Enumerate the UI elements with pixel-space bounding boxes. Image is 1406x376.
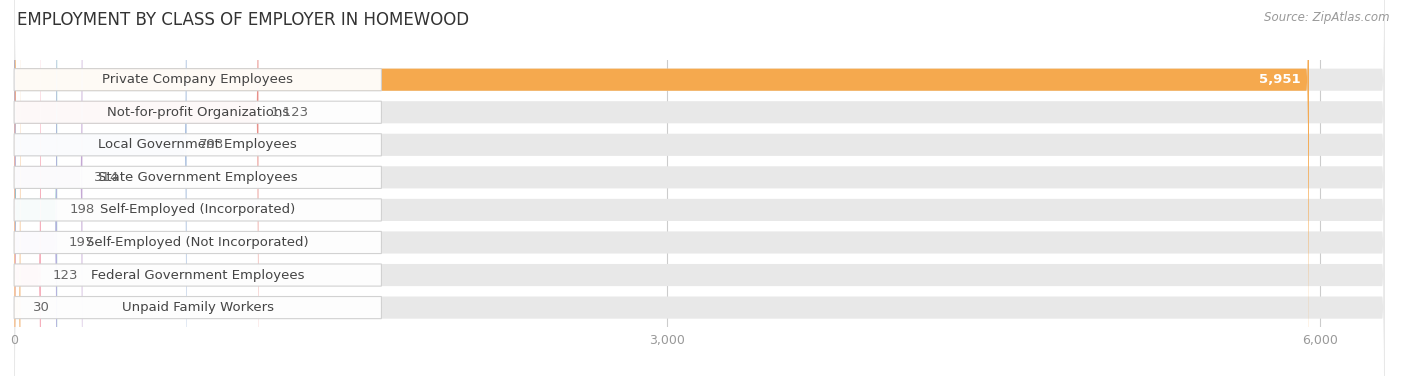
FancyBboxPatch shape [14, 0, 1385, 376]
FancyBboxPatch shape [14, 0, 1385, 376]
Text: 198: 198 [69, 203, 94, 217]
FancyBboxPatch shape [14, 69, 381, 91]
FancyBboxPatch shape [14, 231, 381, 253]
Text: 1,123: 1,123 [270, 106, 308, 119]
FancyBboxPatch shape [14, 0, 1385, 376]
FancyBboxPatch shape [14, 0, 1385, 376]
FancyBboxPatch shape [14, 0, 259, 376]
Text: 30: 30 [32, 301, 49, 314]
Text: Federal Government Employees: Federal Government Employees [91, 268, 305, 282]
Text: Private Company Employees: Private Company Employees [103, 73, 294, 86]
FancyBboxPatch shape [14, 166, 381, 188]
FancyBboxPatch shape [14, 0, 1385, 376]
FancyBboxPatch shape [14, 0, 83, 376]
Text: 5,951: 5,951 [1258, 73, 1301, 86]
Text: 123: 123 [53, 268, 79, 282]
FancyBboxPatch shape [14, 264, 381, 286]
FancyBboxPatch shape [14, 0, 1385, 376]
Text: 314: 314 [94, 171, 120, 184]
FancyBboxPatch shape [14, 0, 58, 376]
FancyBboxPatch shape [14, 0, 1309, 376]
FancyBboxPatch shape [14, 0, 41, 376]
FancyBboxPatch shape [14, 297, 381, 318]
FancyBboxPatch shape [14, 0, 187, 376]
Text: State Government Employees: State Government Employees [98, 171, 298, 184]
Text: Local Government Employees: Local Government Employees [98, 138, 297, 151]
FancyBboxPatch shape [14, 0, 56, 376]
Text: 793: 793 [198, 138, 224, 151]
Text: Self-Employed (Not Incorporated): Self-Employed (Not Incorporated) [86, 236, 309, 249]
FancyBboxPatch shape [14, 0, 1385, 376]
FancyBboxPatch shape [14, 101, 381, 123]
Text: Self-Employed (Incorporated): Self-Employed (Incorporated) [100, 203, 295, 217]
FancyBboxPatch shape [14, 134, 381, 156]
Text: Source: ZipAtlas.com: Source: ZipAtlas.com [1264, 11, 1389, 24]
Text: 197: 197 [69, 236, 94, 249]
Text: Unpaid Family Workers: Unpaid Family Workers [122, 301, 274, 314]
FancyBboxPatch shape [14, 0, 1385, 376]
Text: EMPLOYMENT BY CLASS OF EMPLOYER IN HOMEWOOD: EMPLOYMENT BY CLASS OF EMPLOYER IN HOMEW… [17, 11, 470, 29]
Text: Not-for-profit Organizations: Not-for-profit Organizations [107, 106, 288, 119]
FancyBboxPatch shape [14, 199, 381, 221]
FancyBboxPatch shape [14, 0, 21, 376]
